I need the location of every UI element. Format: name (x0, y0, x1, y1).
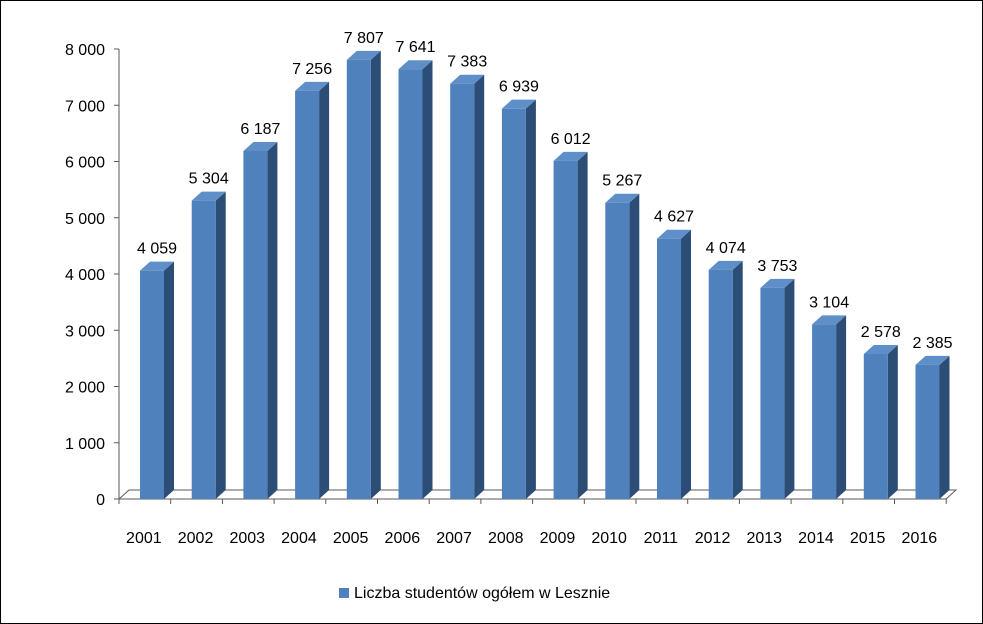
legend-label: Liczba studentów ogółem w Lesznie (354, 585, 610, 602)
bar-side (887, 344, 898, 499)
bar-side (681, 229, 691, 499)
bar (398, 69, 423, 499)
bar (450, 83, 475, 500)
bar-top (708, 260, 743, 270)
x-tick-label: 2014 (798, 530, 834, 547)
x-tick-label: 2009 (540, 530, 576, 547)
bar (140, 270, 164, 499)
bar-side (164, 261, 174, 499)
data-label: 6 939 (499, 79, 539, 96)
legend-swatch (339, 588, 349, 598)
x-tick-label: 2010 (591, 530, 627, 547)
bar (501, 108, 526, 500)
data-label: 3 104 (809, 294, 849, 311)
bar-top (295, 81, 330, 91)
bar-top (450, 74, 485, 84)
bar-side (784, 278, 795, 499)
data-label: 7 641 (395, 39, 435, 56)
bar-top (915, 355, 950, 365)
bar-side (474, 74, 485, 500)
bar-side (836, 315, 847, 499)
bar-top (140, 261, 174, 271)
bar-side (525, 99, 536, 500)
data-label: 4 074 (706, 240, 746, 257)
bar (657, 238, 681, 499)
bar (915, 364, 940, 499)
bar-side (267, 141, 278, 499)
y-tick-label: 2 000 (65, 380, 105, 397)
bar-top (346, 50, 381, 60)
data-label: 6 187 (240, 121, 280, 138)
y-tick-label: 1 000 (65, 436, 105, 453)
data-label: 4 059 (137, 241, 177, 258)
data-label: 2 578 (861, 324, 901, 341)
x-tick-label: 2002 (178, 530, 214, 547)
bar-side (629, 193, 640, 499)
x-tick-label: 2012 (695, 530, 731, 547)
bar (708, 269, 733, 499)
bar-side (370, 50, 381, 499)
bar (295, 90, 320, 499)
x-tick-label: 2003 (229, 530, 265, 547)
bar-side (215, 191, 226, 499)
bar-top (553, 151, 588, 161)
x-tick-label: 2015 (850, 530, 886, 547)
data-label: 7 807 (344, 30, 384, 47)
bar (346, 59, 371, 499)
bar-side (577, 151, 588, 499)
bar-side (939, 355, 950, 499)
bar-top (605, 193, 640, 203)
bar-top (501, 99, 536, 109)
data-label: 4 627 (654, 209, 694, 226)
data-label: 5 267 (602, 173, 642, 190)
x-tick-label: 2008 (488, 530, 524, 547)
data-label: 7 256 (292, 61, 332, 78)
bar (553, 160, 578, 499)
data-label: 5 304 (189, 171, 229, 188)
bar (812, 324, 837, 499)
x-tick-label: 2006 (385, 530, 421, 547)
x-tick-label: 2011 (644, 530, 679, 547)
bar (605, 202, 630, 499)
bar-top (863, 344, 898, 354)
bar (243, 150, 268, 499)
data-label: 6 012 (551, 131, 591, 148)
bar-side (732, 260, 743, 499)
y-tick-label: 3 000 (65, 323, 105, 340)
bar-top (243, 141, 278, 151)
bar-top (398, 60, 433, 70)
bar (191, 200, 216, 499)
y-tick-label: 6 000 (65, 155, 105, 172)
bar-top (657, 229, 691, 239)
bar-top (812, 315, 847, 325)
y-tick-label: 7 000 (65, 98, 105, 115)
data-label: 2 385 (912, 335, 952, 352)
x-tick-label: 2016 (902, 530, 938, 547)
x-tick-label: 2001 (126, 530, 162, 547)
bar-top (760, 278, 795, 288)
data-label: 7 383 (447, 54, 487, 71)
y-tick-label: 5 000 (65, 211, 105, 228)
bar-side (422, 60, 433, 499)
x-tick-label: 2013 (746, 530, 782, 547)
bar-side (319, 81, 330, 499)
x-tick-label: 2004 (281, 530, 317, 547)
bar-top (191, 191, 226, 201)
bar (863, 353, 888, 499)
y-tick-label: 8 000 (65, 42, 105, 59)
data-label: 3 753 (757, 258, 797, 275)
y-tick-label: 0 (96, 492, 105, 509)
x-tick-label: 2007 (436, 530, 472, 547)
y-tick-label: 4 000 (65, 267, 105, 284)
x-tick-label: 2005 (333, 530, 369, 547)
bar (760, 287, 785, 499)
